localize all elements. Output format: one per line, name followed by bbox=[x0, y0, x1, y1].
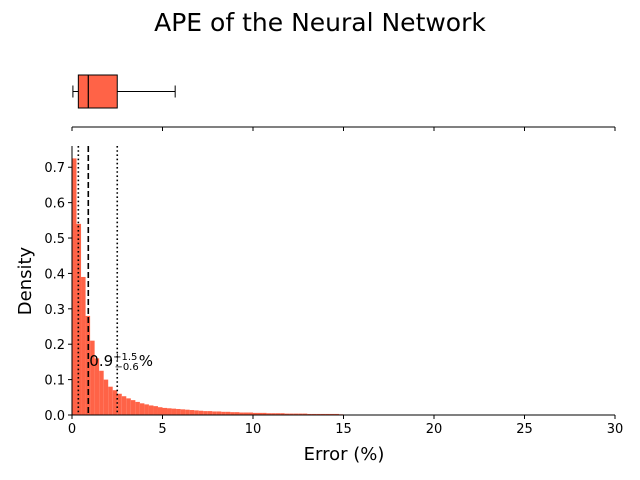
histogram-bar bbox=[185, 409, 190, 415]
median-annotation: 0.9+1.5 −0.6% bbox=[89, 352, 153, 373]
histogram-bar bbox=[284, 413, 290, 415]
histogram-bar bbox=[293, 413, 299, 415]
histogram-bar bbox=[153, 406, 158, 415]
y-ticks: 0.0 0.1 0.2 0.3 0.4 0.5 0.6 0.7 bbox=[44, 161, 72, 424]
histogram-bar bbox=[94, 358, 100, 415]
histogram-bar bbox=[329, 413, 335, 415]
histogram-bars bbox=[72, 158, 615, 415]
histogram-bar bbox=[72, 158, 77, 415]
histogram-bar bbox=[320, 413, 326, 415]
histogram-bar bbox=[130, 400, 136, 415]
annotation-value: 0.9 bbox=[89, 352, 113, 370]
x-tick-label: 0 bbox=[68, 422, 76, 437]
histogram-bar bbox=[257, 412, 263, 415]
y-axis-label: Density bbox=[15, 246, 36, 315]
histogram-bar bbox=[171, 408, 177, 415]
histogram-bar bbox=[239, 412, 244, 415]
histogram-bar bbox=[266, 413, 272, 415]
histogram-bar bbox=[198, 410, 204, 415]
histogram-bar bbox=[99, 370, 104, 415]
y-tick-label: 0.6 bbox=[44, 197, 65, 212]
histogram-bar bbox=[280, 413, 285, 415]
box-plot-x-ticks bbox=[71, 127, 616, 131]
histogram-bar bbox=[117, 393, 122, 415]
histogram-bar bbox=[262, 412, 267, 415]
histogram-bar bbox=[216, 411, 222, 415]
x-tick-label: 5 bbox=[158, 422, 166, 437]
histogram-bar bbox=[302, 413, 308, 415]
histogram-bar bbox=[194, 410, 199, 415]
histogram-bar bbox=[298, 413, 303, 415]
histogram-bar bbox=[180, 409, 186, 415]
histogram-bar bbox=[311, 413, 317, 415]
histogram-bar bbox=[325, 413, 330, 415]
histogram-bar bbox=[230, 412, 235, 415]
x-axis-label: Error (%) bbox=[304, 444, 385, 465]
y-tick-label: 0.7 bbox=[44, 161, 65, 176]
histogram-bar bbox=[81, 276, 86, 415]
histogram-bar bbox=[157, 407, 163, 415]
annotation-unit: % bbox=[139, 352, 153, 370]
histogram-bar bbox=[275, 413, 281, 415]
histogram-bar bbox=[189, 410, 195, 415]
chart-title: APE of the Neural Network bbox=[154, 8, 486, 37]
histogram-bar bbox=[121, 396, 127, 415]
histogram-bar bbox=[203, 411, 208, 415]
histogram-panel: 0 5 10 15 20 25 30 0.0 0.1 0.2 0.3 0.4 0.5 0.6 0.7 0.… bbox=[44, 146, 623, 437]
x-ticks: 0 5 10 15 20 25 30 bbox=[68, 415, 623, 437]
histogram-bar bbox=[271, 413, 276, 415]
y-tick-label: 0.0 bbox=[44, 409, 65, 424]
y-tick-label: 0.3 bbox=[44, 303, 65, 318]
histogram-bar bbox=[248, 412, 253, 415]
annotation-upper: +1.5 bbox=[113, 352, 137, 363]
histogram-bar bbox=[243, 412, 249, 415]
annotation-lower: −0.6 bbox=[114, 362, 138, 373]
box-plot bbox=[72, 74, 176, 109]
histogram-bar bbox=[103, 379, 109, 415]
y-tick-label: 0.4 bbox=[44, 267, 65, 282]
y-tick-label: 0.5 bbox=[44, 232, 65, 247]
histogram-bar bbox=[253, 412, 258, 415]
histogram-bar bbox=[162, 407, 168, 415]
histogram-bar bbox=[225, 411, 231, 415]
histogram-bar bbox=[234, 412, 240, 415]
histogram-bar bbox=[108, 386, 113, 415]
histogram-bar bbox=[90, 340, 95, 415]
histogram-bar bbox=[148, 405, 154, 415]
histogram-bar bbox=[221, 411, 226, 415]
y-tick-label: 0.2 bbox=[44, 338, 65, 353]
reference-lines bbox=[77, 146, 119, 415]
histogram-bar bbox=[167, 408, 172, 415]
x-tick-label: 30 bbox=[607, 422, 624, 437]
histogram-bar bbox=[112, 390, 118, 415]
x-tick-label: 10 bbox=[245, 422, 262, 437]
x-tick-label: 15 bbox=[335, 422, 352, 437]
histogram-bar bbox=[176, 408, 181, 415]
histogram-bar bbox=[289, 413, 294, 415]
histogram-bar bbox=[135, 401, 140, 415]
histogram-bar bbox=[212, 411, 217, 415]
x-tick-label: 20 bbox=[426, 422, 443, 437]
histogram-bar bbox=[139, 403, 145, 415]
histogram-bar bbox=[144, 404, 149, 415]
histogram-bar bbox=[207, 411, 213, 415]
box-plot-panel bbox=[71, 74, 616, 131]
histogram-bar bbox=[334, 413, 339, 415]
histogram-bar bbox=[316, 413, 321, 415]
y-tick-label: 0.1 bbox=[44, 374, 65, 389]
x-tick-label: 25 bbox=[516, 422, 533, 437]
interquartile-box bbox=[77, 74, 118, 109]
histogram-bar bbox=[307, 413, 312, 415]
histogram-bar bbox=[126, 398, 131, 415]
